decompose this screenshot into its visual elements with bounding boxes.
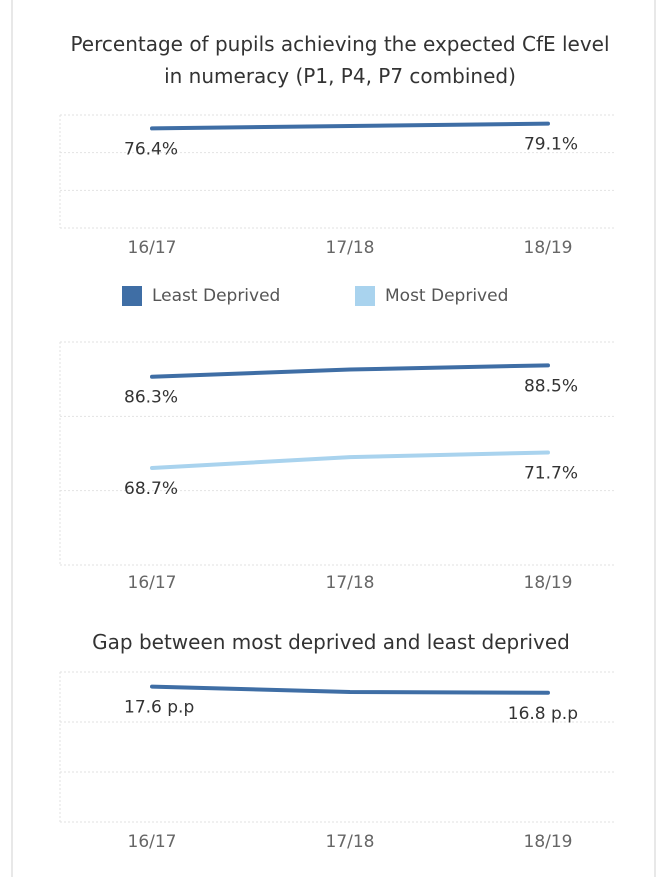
data-label: 17.6 p.p: [124, 698, 194, 718]
x-tick-label: 16/17: [128, 832, 177, 852]
legend-swatch: [355, 286, 375, 306]
x-tick-label: 18/19: [524, 573, 573, 593]
chart-title: Gap between most deprived and least depr…: [92, 630, 570, 654]
data-label: 88.5%: [524, 376, 578, 396]
data-line: [150, 450, 550, 471]
legend-swatch: [122, 286, 142, 306]
data-label: 76.4%: [124, 139, 178, 159]
x-tick-label: 17/18: [326, 573, 375, 593]
data-label: 79.1%: [524, 135, 578, 155]
legend-label: Most Deprived: [385, 286, 508, 306]
x-tick-label: 18/19: [524, 238, 573, 258]
data-label: 71.7%: [524, 463, 578, 483]
x-tick-label: 16/17: [128, 573, 177, 593]
data-line: [150, 363, 550, 379]
data-label: 68.7%: [124, 479, 178, 499]
x-tick-label: 17/18: [326, 832, 375, 852]
data-label: 86.3%: [124, 388, 178, 408]
chart-title: Percentage of pupils achieving the expec…: [70, 32, 610, 88]
data-label: 16.8 p.p: [508, 704, 578, 724]
x-tick-label: 18/19: [524, 832, 573, 852]
data-line: [150, 684, 550, 695]
x-tick-label: 16/17: [128, 238, 177, 258]
legend-label: Least Deprived: [152, 286, 280, 306]
data-line: [150, 121, 550, 131]
x-tick-label: 17/18: [326, 238, 375, 258]
